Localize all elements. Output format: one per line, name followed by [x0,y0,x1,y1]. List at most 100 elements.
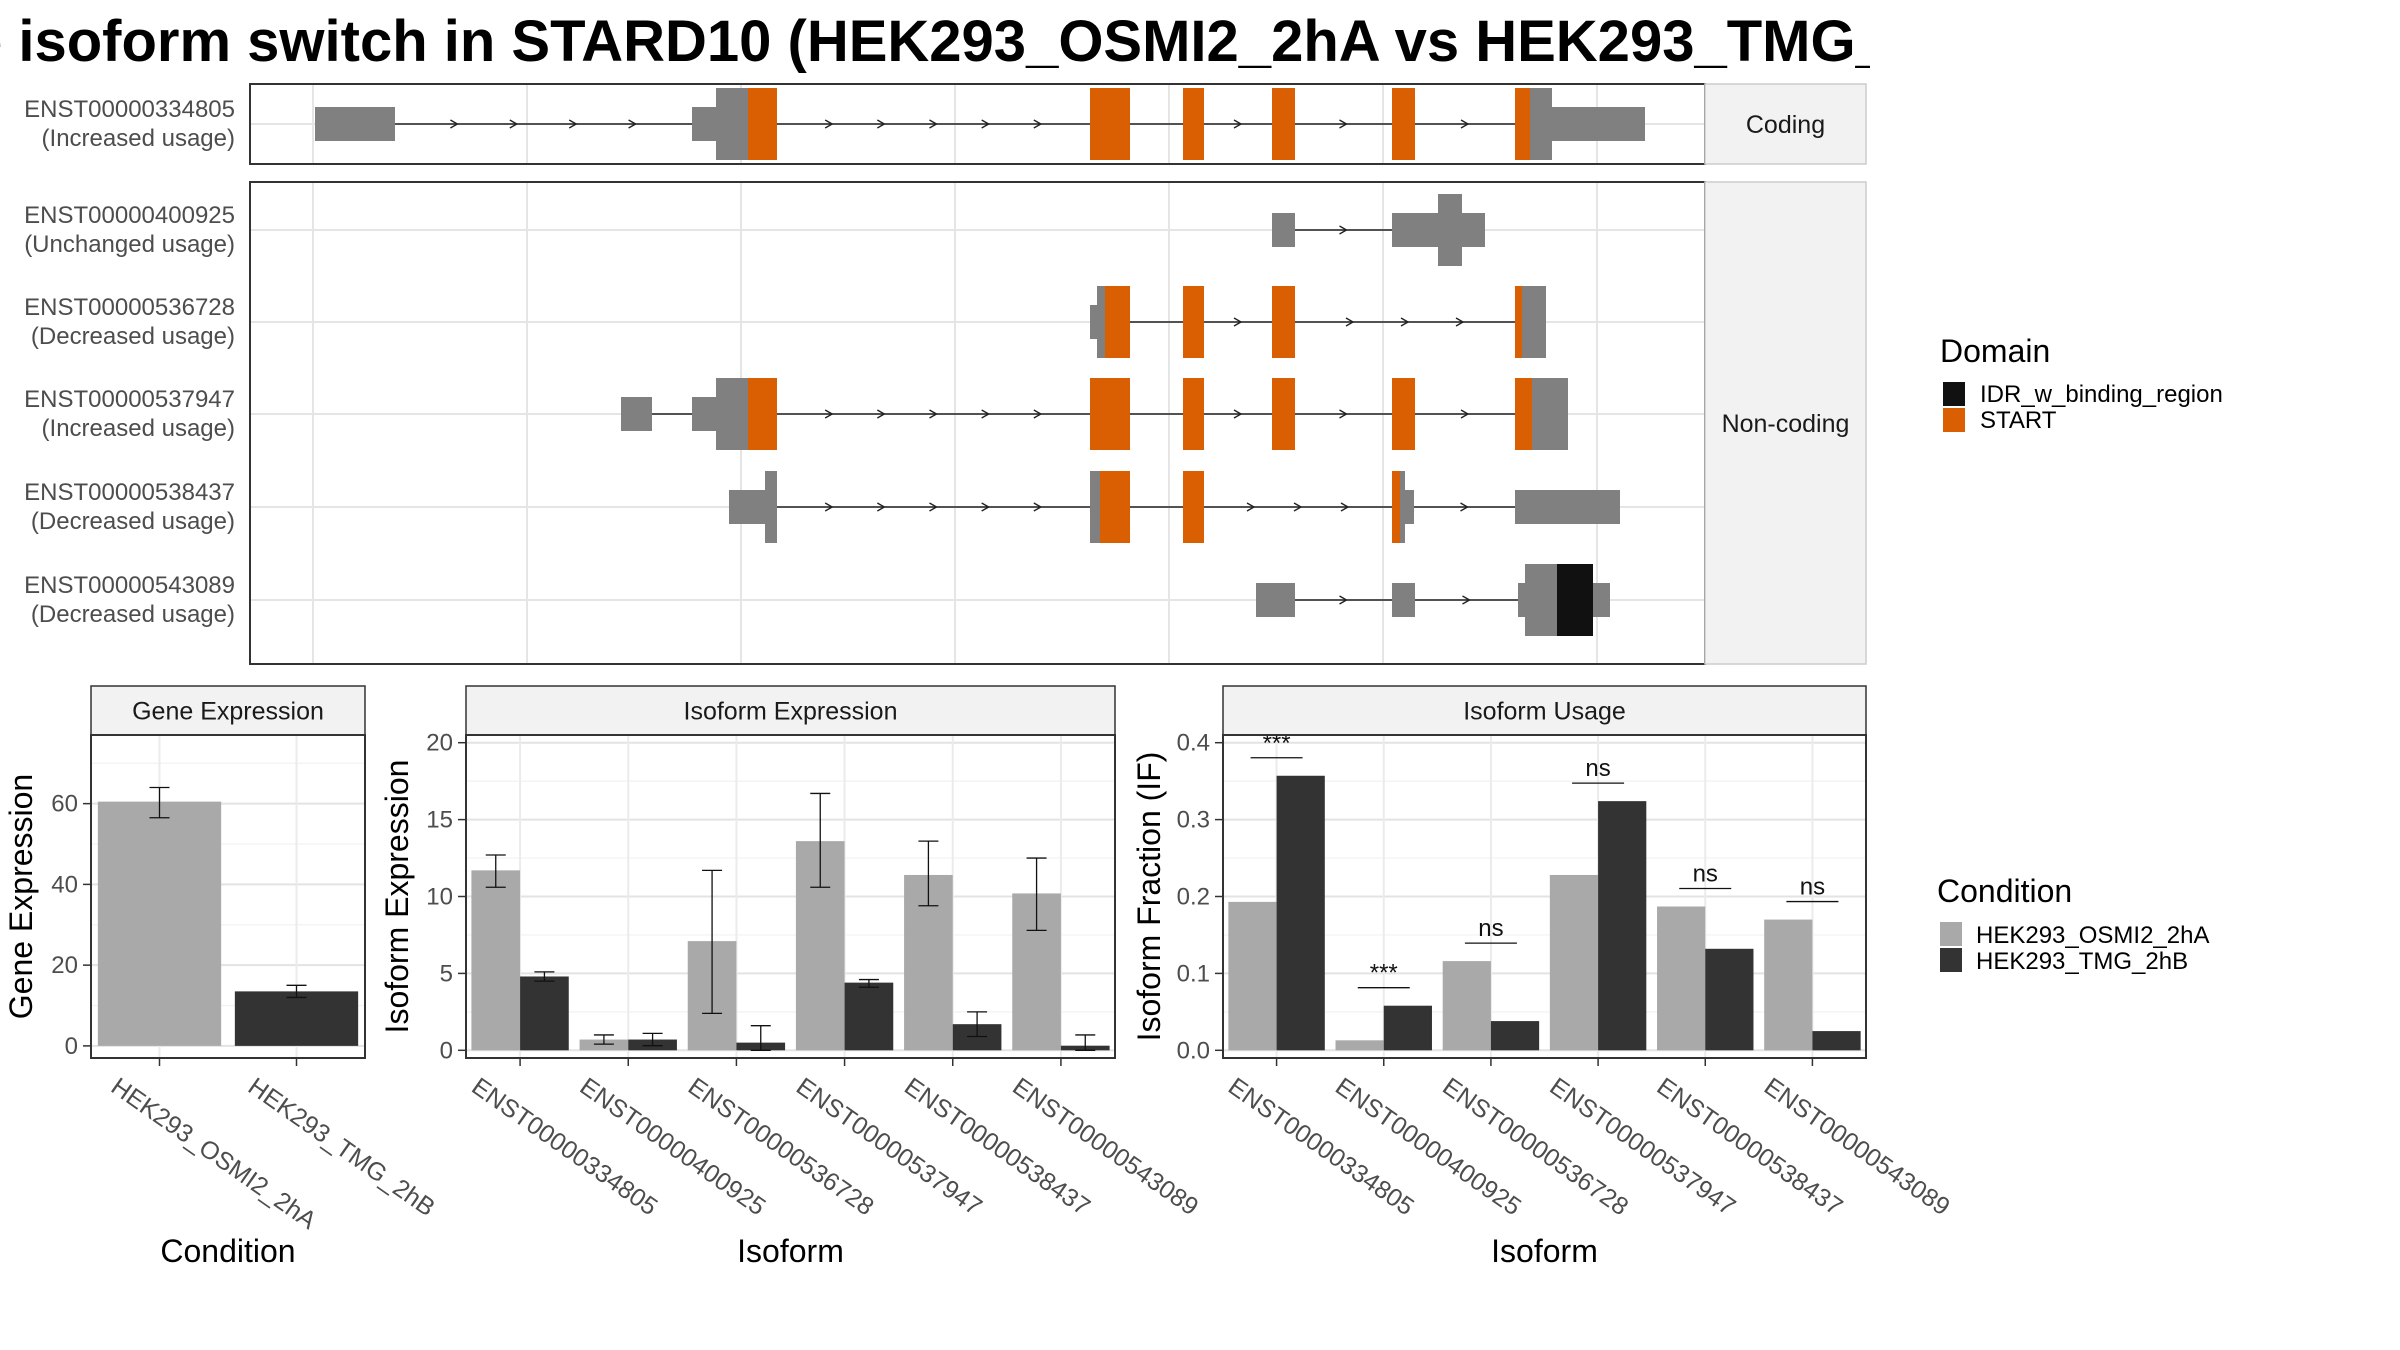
significance-label: ns [1585,755,1610,782]
x-tick-label: ENST00000536728 [1437,1072,1633,1221]
bar [844,982,894,1051]
bar [471,870,521,1051]
transcript-usage-label: (Decreased usage) [31,508,235,535]
bar [1228,901,1277,1051]
utr-exon [1392,583,1415,617]
utr-exon [1515,490,1620,524]
significance-label: *** [1370,960,1398,987]
bar [1764,919,1813,1051]
intron-arrow [1339,225,1348,235]
y-tick-label: 40 [51,871,78,898]
condition-legend-label: HEK293_TMG_2hB [1976,948,2188,975]
intron-arrow [568,119,578,129]
utr-exon [1090,305,1097,339]
start-domain-exon [1515,378,1532,450]
intron-arrow [929,119,938,129]
bar [1442,961,1491,1051]
panel-strip [465,685,1116,736]
facet-strip-label: Non-coding [1722,410,1850,438]
y-tick-label: 15 [426,807,453,834]
intron-arrow [1339,595,1348,605]
isoform-expression-panel: Isoform ExpressionENST00000334805ENST000… [379,685,1203,1269]
panel-border [1222,734,1867,1059]
utr-exon [729,490,765,524]
transcript-usage-label: (Decreased usage) [31,601,235,628]
start-domain-exon [1272,378,1295,450]
panel-background [250,182,1705,664]
start-domain-exon [1392,471,1400,543]
facet-strip [1704,83,1867,165]
intron-arrow [1339,409,1348,419]
plot-title: e isoform switch in STARD10 (HEK293_OSMI… [0,9,1870,74]
y-tick-label: 0 [65,1033,78,1060]
intron-arrow [1233,409,1243,419]
panel-border [465,734,1116,1059]
panel-border [90,734,366,1059]
panel-strip-label: Isoform Expression [684,698,898,726]
bar [1335,1040,1384,1051]
coding-exon [716,378,748,450]
panel-strip-label: Isoform Usage [1463,698,1626,726]
intron-arrow [1233,119,1243,129]
utr-exon [1272,213,1295,247]
intron-arrow [509,119,519,129]
y-tick-label: 0.2 [1177,884,1210,911]
transcript-usage-label: (Unchanged usage) [24,231,235,258]
intron-arrow [981,502,991,512]
y-axis-title: Gene Expression [3,774,39,1019]
facet-strip [1704,181,1867,665]
utr-exon [692,107,716,141]
intron-arrow [628,119,638,129]
utr-exon [1392,213,1438,247]
intron-arrow [876,409,886,419]
coding-exon [1532,378,1568,450]
condition-legend-label: HEK293_OSMI2_2hA [1976,922,2209,949]
x-tick-label: ENST00000400925 [1330,1072,1526,1221]
intron-arrow [1033,119,1043,129]
start-domain-exon [1183,88,1204,160]
intron-arrow [1339,119,1348,129]
intron-arrow [1460,409,1470,419]
start-domain-exon [748,378,777,450]
x-axis-title: Condition [160,1233,295,1269]
coding-exon [1525,564,1557,636]
intron-arrow [1400,317,1410,327]
domain-legend-key [1943,408,1965,432]
intron-arrow [1460,119,1470,129]
significance-label: ns [1478,915,1503,942]
domain-legend-title: Domain [1940,333,2050,369]
intron-arrow [1233,317,1243,327]
start-domain-exon [1272,88,1295,160]
y-tick-label: 0.0 [1177,1037,1210,1064]
x-tick-label: ENST00000400925 [575,1072,771,1221]
significance-label: ns [1800,874,1825,901]
y-tick-label: 0.1 [1177,960,1210,987]
bar [1705,948,1754,1051]
y-tick-label: 0 [440,1037,453,1064]
facet-strip-label: Coding [1746,111,1825,139]
x-tick-label: ENST00000538437 [899,1072,1095,1221]
start-domain-exon [1105,286,1130,358]
bar [520,976,569,1051]
domain-legend-key [1943,382,1965,406]
utr-exon [1596,107,1645,141]
intron-arrow [1340,502,1350,512]
x-axis-title: Isoform [737,1233,844,1269]
y-axis-title: Isoform Expression [379,760,415,1034]
coding-exon [1090,471,1100,543]
y-tick-label: 5 [440,960,453,987]
utr-exon [1462,213,1485,247]
utr-exon [1405,490,1414,524]
bar [1490,1021,1540,1051]
start-domain-exon [1090,378,1130,450]
intron-arrow [1246,502,1256,512]
x-tick-label: ENST00000538437 [1652,1072,1848,1221]
transcript-structure-panel: CodingNon-codingENST00000334805(Increase… [24,83,1867,665]
coding-exon [1438,194,1462,266]
x-tick-label: ENST00000537947 [791,1072,987,1221]
intron-arrow [929,502,938,512]
domain-legend-label: START [1980,407,2057,434]
bar [97,801,222,1046]
intron-arrow [1460,502,1469,512]
